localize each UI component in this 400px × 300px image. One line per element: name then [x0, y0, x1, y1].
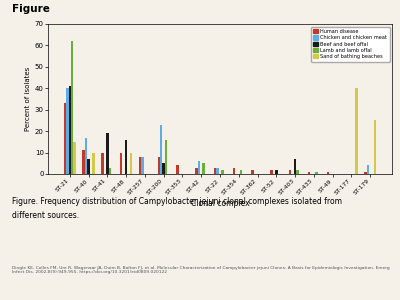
- Bar: [87, 159, 90, 174]
- Bar: [366, 165, 369, 174]
- Y-axis label: Percent of isolates: Percent of isolates: [25, 67, 31, 131]
- Bar: [130, 153, 132, 174]
- Bar: [85, 138, 87, 174]
- Bar: [162, 163, 165, 174]
- Bar: [198, 161, 200, 174]
- Bar: [108, 168, 111, 174]
- Text: Figure. Frequency distribution of Campylobacter jejuni clonal complexes isolated: Figure. Frequency distribution of Campyl…: [12, 196, 342, 206]
- Bar: [82, 150, 85, 174]
- Bar: [374, 120, 376, 174]
- Bar: [216, 168, 219, 174]
- Bar: [202, 163, 205, 174]
- Bar: [158, 157, 160, 174]
- Bar: [315, 172, 318, 174]
- Text: different sources.: different sources.: [12, 212, 79, 220]
- Bar: [240, 170, 242, 174]
- Bar: [296, 170, 299, 174]
- Text: Figure: Figure: [12, 4, 50, 14]
- Bar: [125, 140, 127, 174]
- Text: Dingle KE, Colles FM, Ure R, Wagenaar JA, Duim B, Bolton FJ, et al. Molecular Ch: Dingle KE, Colles FM, Ure R, Wagenaar JA…: [12, 266, 390, 274]
- Bar: [74, 142, 76, 174]
- Bar: [364, 172, 366, 174]
- Bar: [221, 170, 224, 174]
- Bar: [120, 153, 122, 174]
- Bar: [66, 88, 68, 174]
- Bar: [355, 88, 358, 174]
- Bar: [92, 153, 95, 174]
- Bar: [195, 168, 198, 174]
- Bar: [233, 168, 235, 174]
- Bar: [270, 170, 273, 174]
- Bar: [106, 133, 108, 174]
- Bar: [214, 168, 216, 174]
- Bar: [326, 172, 329, 174]
- Bar: [101, 153, 104, 174]
- Bar: [176, 165, 179, 174]
- Bar: [141, 157, 144, 174]
- Bar: [64, 103, 66, 174]
- Bar: [139, 157, 141, 174]
- Bar: [252, 170, 254, 174]
- Bar: [160, 125, 162, 174]
- Bar: [165, 140, 167, 174]
- Bar: [68, 86, 71, 174]
- Bar: [308, 172, 310, 174]
- Bar: [275, 170, 278, 174]
- Legend: Human disease, Chicken and chicken meat, Beef and beef offal, Lamb and lamb offa: Human disease, Chicken and chicken meat,…: [311, 26, 390, 61]
- Bar: [294, 159, 296, 174]
- X-axis label: Clonal complex: Clonal complex: [191, 199, 249, 208]
- Bar: [289, 170, 292, 174]
- Bar: [71, 41, 74, 174]
